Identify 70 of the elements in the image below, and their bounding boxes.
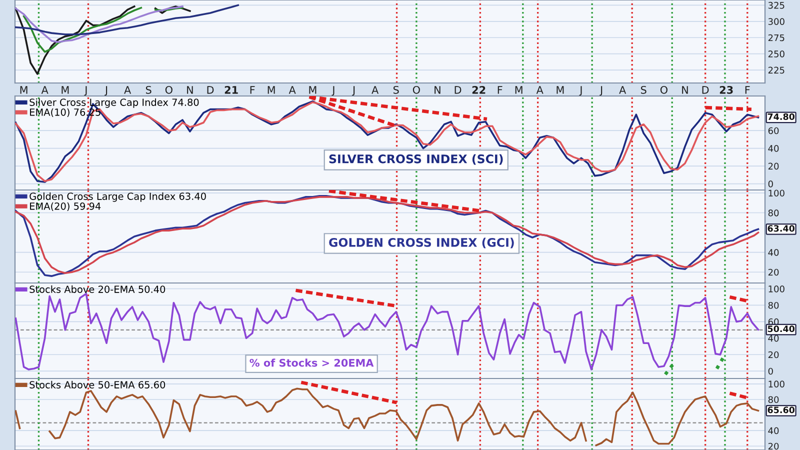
legend-label: Silver Cross Large Cap Index 74.80	[30, 98, 199, 108]
y-tick-label: 225	[768, 66, 784, 74]
y-tick-label: 100	[768, 285, 784, 292]
x-tick-label: M	[309, 86, 316, 94]
x-tick-label: O	[412, 86, 420, 94]
x-tick-label: N	[682, 86, 688, 94]
y-tick-label: 0	[768, 180, 773, 188]
legend-label: Stocks Above 50-EMA 65.60	[30, 380, 166, 388]
y-tick-label: 300	[768, 18, 784, 25]
x-tick-label: A	[41, 86, 48, 94]
x-tick-label: O	[165, 86, 172, 94]
x-tick-label: J	[332, 86, 334, 96]
y-tick-label: 325	[768, 2, 784, 9]
x-tick-label: F	[745, 86, 750, 94]
x-tick-label: A	[536, 86, 544, 94]
annotation: % of Stocks > 20EMA	[250, 358, 374, 367]
y-tick-label: 250	[768, 50, 784, 58]
x-tick-label: J	[104, 86, 108, 96]
x-tick-label: N	[187, 86, 193, 94]
x-tick-label: A	[124, 86, 132, 94]
x-tick-label: A	[619, 86, 626, 94]
x-tick-label: D	[207, 86, 214, 94]
x-tick-label: S	[640, 86, 646, 94]
x-tick-label: D	[454, 86, 462, 94]
y-tick-label: 20	[768, 351, 779, 358]
y-tick-label: 275	[768, 34, 784, 42]
x-tick-label: 23	[720, 86, 733, 94]
x-tick-label: S	[393, 86, 399, 94]
x-tick-label: A	[372, 86, 379, 94]
x-tick-label: M	[268, 86, 275, 94]
x-tick-label: F	[250, 86, 255, 94]
legend-label: EMA(20) 59.94	[30, 202, 101, 211]
y-tick-label: 40	[768, 145, 779, 152]
x-tick-label: M	[62, 86, 69, 94]
x-tick-label: J	[600, 86, 602, 96]
y-tick-label: 80	[768, 209, 779, 216]
x-tick-label: A	[288, 86, 296, 94]
annotation: SILVER CROSS INDEX (SCI)	[329, 154, 503, 165]
x-tick-label: J	[84, 86, 87, 96]
x-tick-label: M	[20, 86, 28, 94]
legend-label: Stocks Above 20-EMA 50.40	[30, 285, 166, 293]
y-tick-label: 100	[768, 380, 784, 388]
x-tick-label: J	[352, 86, 355, 96]
x-tick-label: M	[515, 86, 522, 94]
y-tick-label: 20	[768, 268, 779, 276]
y-tick-label: 0	[768, 368, 773, 375]
x-tick-label: O	[660, 86, 668, 94]
y-tick-label: 40	[768, 427, 779, 434]
x-tick-label: F	[498, 86, 502, 94]
x-tick-label: S	[146, 86, 152, 94]
x-tick-label: 22	[472, 86, 486, 94]
y-tick-label: 60	[768, 127, 779, 134]
y-tick-label: 20	[768, 442, 779, 450]
y-tick-label: 100	[768, 190, 784, 197]
x-tick-label: 21	[224, 86, 238, 94]
annotation: 50.40	[768, 326, 795, 332]
y-tick-label: 80	[768, 396, 779, 404]
y-tick-label: 40	[768, 249, 779, 256]
legend-label: Golden Cross Large Cap Index 63.40	[30, 192, 206, 202]
annotation: 65.60	[768, 406, 795, 414]
y-tick-label: 40	[768, 334, 779, 342]
x-tick-label: N	[434, 86, 440, 94]
annotation: 74.80	[768, 113, 795, 120]
annotation: 63.40	[768, 225, 795, 232]
annotation: GOLDEN CROSS INDEX (GCI)	[329, 238, 514, 248]
x-tick-label: J	[579, 86, 582, 96]
y-tick-label: 20	[768, 162, 779, 170]
y-tick-label: 80	[768, 302, 779, 309]
x-tick-label: M	[556, 86, 564, 94]
x-tick-label: D	[702, 86, 709, 94]
